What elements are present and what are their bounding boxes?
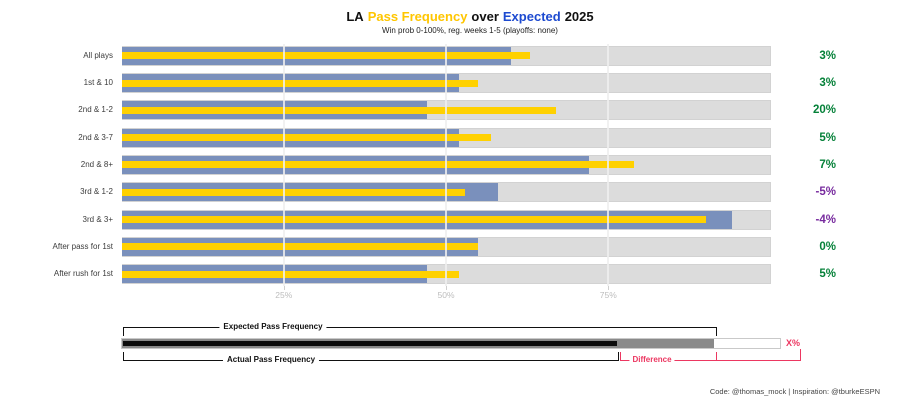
category-label: 3rd & 3+	[82, 214, 113, 224]
difference-value-label: -4%	[815, 213, 836, 226]
actual-bar	[121, 243, 479, 251]
actual-bar	[121, 79, 479, 87]
legend-expected-bracket	[123, 327, 717, 336]
legend-actual-segment	[123, 341, 617, 346]
category-label: 2nd & 3-7	[78, 132, 113, 142]
difference-value-label: 0%	[819, 240, 836, 253]
chart-subtitle: Win prob 0-100%, reg. weeks 1-5 (playoff…	[382, 26, 558, 35]
axis-tick-label: 50%	[437, 290, 455, 300]
axis-tick-label: 25%	[275, 290, 293, 300]
category-label: All plays	[83, 50, 113, 60]
difference-value-label: 5%	[819, 131, 836, 144]
category-label: After rush for 1st	[53, 269, 113, 279]
difference-value-label: 3%	[819, 49, 836, 62]
actual-bar	[121, 188, 466, 196]
category-label: After pass for 1st	[52, 241, 113, 251]
actual-bar	[121, 161, 635, 169]
category-label: 1st & 10	[83, 78, 113, 87]
legend-difference-label: Difference	[629, 355, 675, 365]
category-label: 2nd & 1-2	[78, 105, 113, 115]
category-label: 2nd & 8+	[80, 159, 113, 169]
axis-tick-label: 75%	[599, 290, 617, 300]
actual-bar	[121, 52, 531, 60]
actual-bar	[121, 216, 706, 223]
axis-tick	[608, 286, 610, 290]
actual-bar	[121, 134, 492, 142]
title-middle: over	[471, 9, 499, 24]
title-highlight-expected: Expected	[502, 9, 561, 24]
difference-value-label: 3%	[819, 77, 836, 89]
axis-tick	[283, 286, 285, 290]
actual-bar	[121, 270, 459, 278]
gridline	[607, 44, 610, 286]
legend-difference-connector	[715, 349, 801, 361]
legend-expected-label: Expected Pass Frequency	[219, 322, 327, 332]
title-suffix: 2025	[564, 9, 594, 24]
legend-x-percent-label: X%	[786, 338, 801, 348]
axis-tick	[446, 286, 447, 290]
actual-bar	[121, 106, 557, 114]
difference-value-label: -5%	[815, 186, 836, 199]
credit-footer: Code: @thomas_mock | Inspiration: @tburk…	[709, 387, 880, 396]
gridline	[445, 44, 447, 286]
legend-bar	[121, 338, 781, 349]
difference-value-label: 5%	[819, 268, 836, 281]
legend-actual-bracket	[123, 352, 619, 361]
legend-actual-label: Actual Pass Frequency	[222, 355, 320, 365]
chart-title: LA Pass Frequency over Expected 2025	[40, 9, 900, 24]
category-label: 3rd & 1-2	[80, 187, 113, 197]
gridline	[282, 44, 285, 286]
title-prefix: LA	[346, 9, 364, 24]
title-highlight-pass-frequency: Pass Frequency	[367, 9, 468, 24]
difference-value-label: 7%	[819, 158, 836, 171]
difference-value-label: 20%	[812, 104, 836, 117]
